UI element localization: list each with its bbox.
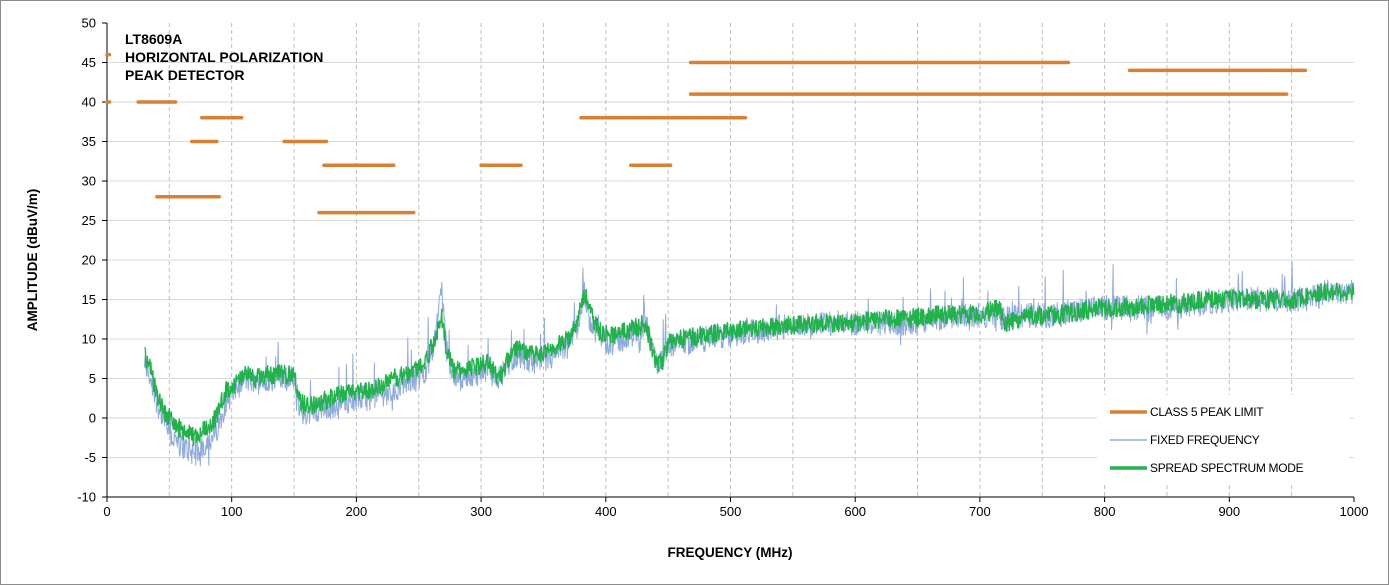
x-tick-label: 400 [595, 504, 617, 519]
y-tick-label: -5 [84, 450, 96, 465]
x-tick-label: 900 [1218, 504, 1240, 519]
x-tick-label: 300 [470, 504, 492, 519]
y-tick-label: 45 [82, 55, 96, 70]
legend: CLASS 5 PEAK LIMIT FIXED FREQUENCY SPREA… [1097, 395, 1349, 485]
x-tick-label: 100 [221, 504, 243, 519]
x-tick-label: 700 [969, 504, 991, 519]
annotation-line-2: HORIZONTAL POLARIZATION [125, 49, 323, 65]
y-tick-label: 35 [82, 134, 96, 149]
y-tick-labels: -10 -5 0 5 10 15 20 25 30 35 40 45 50 [77, 16, 96, 505]
x-tick-label: 800 [1094, 504, 1116, 519]
x-tick-label: 1000 [1340, 504, 1369, 519]
y-tick-label: 25 [82, 213, 96, 228]
legend-label-fixed: FIXED FREQUENCY [1150, 433, 1260, 447]
y-tick-label: 15 [82, 292, 96, 307]
y-tick-label: 50 [82, 16, 96, 31]
x-tick-label: 200 [346, 504, 368, 519]
y-tick-label: 0 [89, 411, 96, 426]
y-tick-label: 30 [82, 174, 96, 189]
x-tick-label: 500 [720, 504, 742, 519]
y-tick-label: 20 [82, 253, 96, 268]
x-axis-title: FREQUENCY (MHz) [667, 545, 792, 560]
series-spread-spectrum [144, 282, 1355, 447]
spread-spectrum-line [144, 282, 1355, 447]
y-axis-title: AMPLITUDE (dBuV/m) [25, 189, 40, 332]
series-class5-peak-limit [105, 52, 1308, 215]
x-tick-label: 600 [844, 504, 866, 519]
y-tick-label: -10 [77, 490, 96, 505]
x-tick-labels: 0 100 200 300 400 500 600 700 800 900 1000 [103, 504, 1368, 519]
annotation-block: LT8609A HORIZONTAL POLARIZATION PEAK DET… [125, 31, 323, 83]
legend-label-spread: SPREAD SPECTRUM MODE [1150, 461, 1304, 475]
x-tick-label: 0 [103, 504, 110, 519]
y-tick-label: 40 [82, 95, 96, 110]
annotation-line-1: LT8609A [125, 31, 182, 47]
annotation-line-3: PEAK DETECTOR [125, 67, 245, 83]
y-tick-label: 10 [82, 332, 96, 347]
legend-label-limit: CLASS 5 PEAK LIMIT [1150, 405, 1264, 419]
y-tick-label: 5 [89, 371, 96, 386]
